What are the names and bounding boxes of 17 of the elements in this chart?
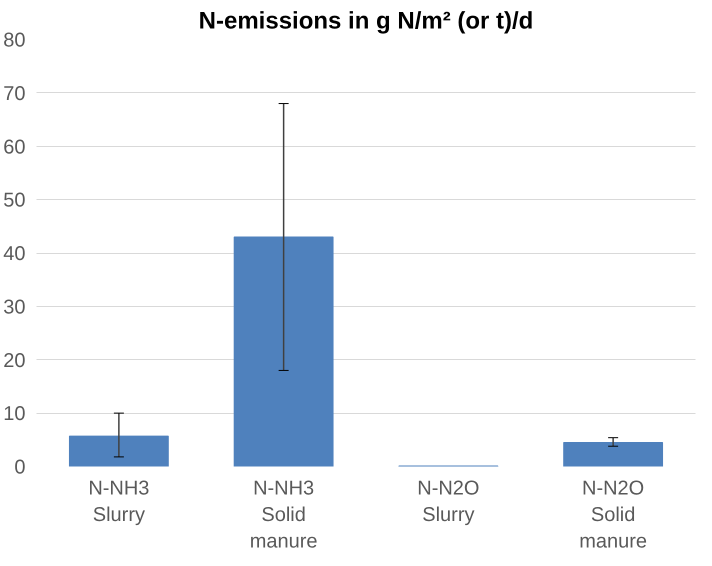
chart-title: N-emissions in g N/m² (or t)/d: [198, 8, 534, 34]
bar: [234, 236, 334, 466]
x-tick-label: N-N2O Slurry: [417, 478, 480, 526]
bar: [563, 442, 664, 466]
x-tick-label: N-NH3 Solid manure: [250, 478, 318, 552]
y-tick-label: 20: [3, 350, 26, 372]
y-tick-label: 0: [14, 456, 26, 478]
bar: [68, 436, 169, 466]
y-tick-label: 10: [3, 403, 26, 426]
x-tick-label: N-N2O Solid manure: [579, 478, 648, 552]
y-tick-label: 80: [3, 30, 26, 52]
y-tick-label: 50: [3, 190, 26, 212]
y-tick-label: 70: [3, 82, 26, 105]
y-tick-label: 30: [3, 296, 26, 318]
y-tick-label: 60: [3, 136, 26, 158]
x-tick-label: N-NH3 Slurry: [88, 478, 150, 526]
y-tick-label: 40: [3, 243, 26, 265]
